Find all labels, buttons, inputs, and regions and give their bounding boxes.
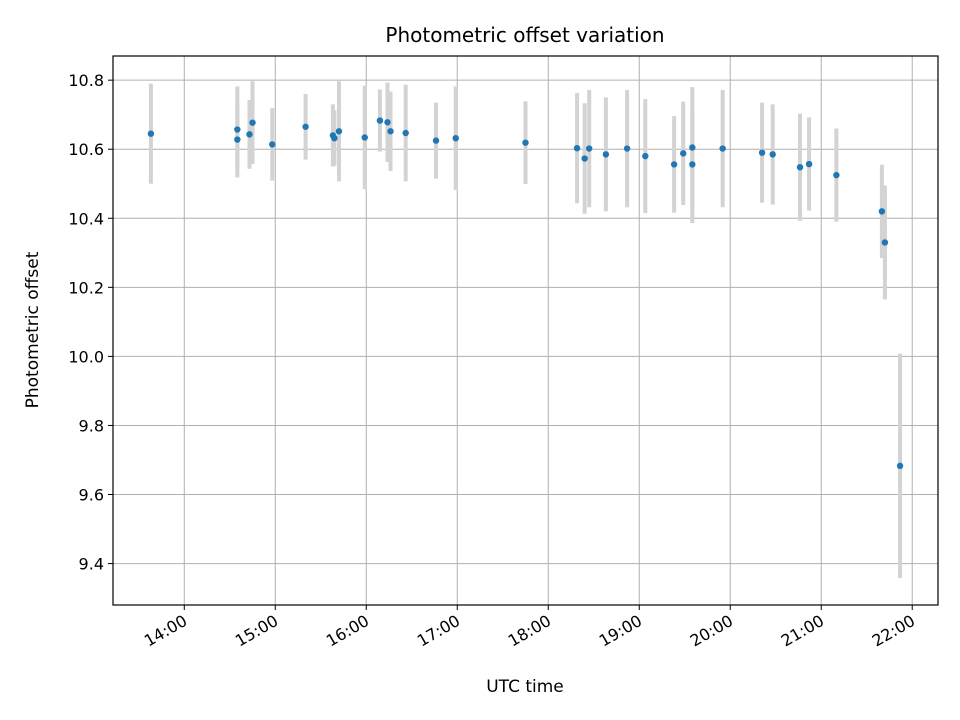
- data-point: [246, 131, 253, 138]
- data-point: [642, 152, 649, 160]
- data-point: [376, 117, 384, 124]
- data-point: [881, 239, 889, 246]
- y-axis-title: Photometric offset: [23, 251, 43, 408]
- y-tick-label: 10.8: [68, 71, 104, 90]
- data-point: [896, 462, 904, 470]
- y-tick-label: 10.6: [68, 140, 104, 159]
- y-axis-ticks: 9.4 9.6 9.8 10.0 10.2 10.4 10.6 10.8: [68, 71, 113, 574]
- data-point: [387, 128, 394, 135]
- data-point: [147, 130, 155, 137]
- data-point: [602, 151, 610, 158]
- data-point: [805, 160, 813, 168]
- data-point: [758, 149, 766, 156]
- data-point: [269, 141, 276, 148]
- data-point: [335, 128, 343, 135]
- data-point: [670, 161, 678, 168]
- data-point: [680, 150, 687, 157]
- data-point: [769, 151, 776, 158]
- data-point: [689, 144, 696, 151]
- data-point: [585, 145, 593, 152]
- y-tick-label: 10.4: [68, 209, 104, 228]
- chart-title: Photometric offset variation: [385, 23, 664, 47]
- data-point: [234, 136, 241, 143]
- y-tick-label: 9.4: [79, 555, 104, 574]
- data-point: [249, 119, 256, 126]
- data-point: [719, 145, 726, 152]
- y-tick-label: 10.2: [68, 278, 104, 297]
- data-point: [432, 137, 440, 144]
- plot-frame: [112, 55, 939, 606]
- data-point: [361, 134, 368, 141]
- data-point: [878, 208, 886, 215]
- data-point: [833, 171, 840, 179]
- data-point: [623, 145, 631, 152]
- data-point: [573, 144, 581, 152]
- x-axis-title: UTC time: [486, 677, 564, 697]
- data-point: [234, 126, 241, 133]
- data-points: [147, 117, 904, 470]
- data-point: [402, 129, 409, 137]
- data-point: [581, 155, 588, 162]
- data-point: [796, 163, 804, 171]
- data-point: [452, 134, 459, 142]
- data-point: [331, 134, 338, 142]
- data-point: [302, 123, 309, 130]
- data-point: [384, 119, 391, 126]
- data-point: [522, 139, 529, 146]
- y-tick-label: 9.6: [79, 486, 104, 505]
- data-point: [689, 161, 696, 168]
- y-tick-label: 9.8: [79, 416, 104, 435]
- y-tick-label: 10.0: [68, 347, 104, 366]
